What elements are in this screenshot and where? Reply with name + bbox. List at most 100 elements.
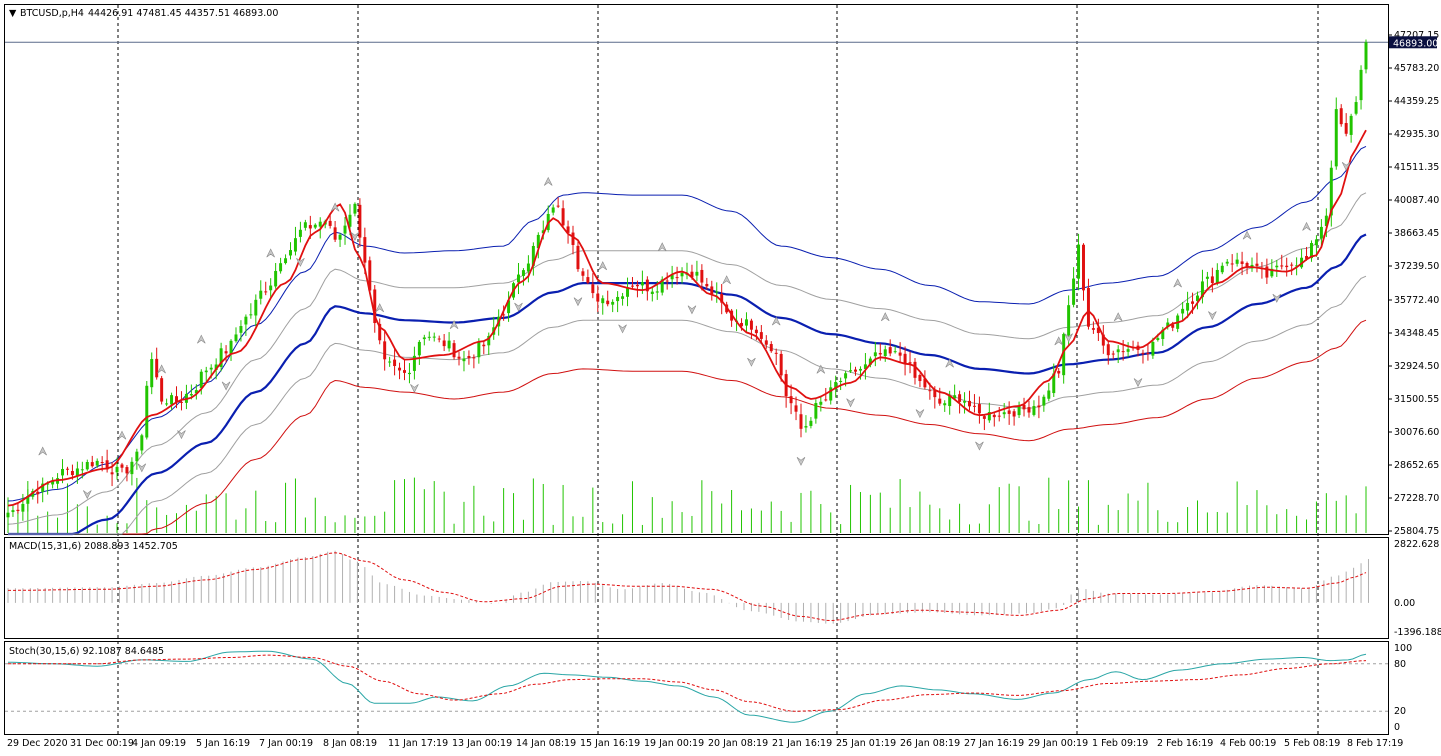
candle-body <box>234 334 238 342</box>
candle-body <box>269 285 273 291</box>
candle-body <box>427 336 431 338</box>
fractal-up-icon <box>657 242 667 252</box>
candle-body <box>130 461 134 475</box>
candle-body <box>259 290 263 299</box>
candle-body <box>744 319 748 326</box>
candle-body <box>953 395 957 399</box>
candle-body <box>611 301 615 305</box>
candle-body <box>219 348 223 367</box>
candle-body <box>1354 102 1358 114</box>
candle-body <box>640 282 644 286</box>
candle-body <box>715 291 719 293</box>
candle-body <box>264 291 268 293</box>
time-tick-label: 2 Feb 16:19 <box>1157 738 1213 749</box>
candle-body <box>1295 265 1299 267</box>
fractal-down-icon <box>410 384 419 393</box>
dropdown-arrow-icon[interactable]: ▼ <box>9 8 17 19</box>
stoch-main-line <box>7 650 1367 723</box>
candle-body <box>794 405 798 412</box>
candle-body <box>749 320 753 330</box>
candle-body <box>100 462 104 464</box>
candle-body <box>526 263 530 272</box>
candle-body <box>1057 370 1061 374</box>
candle-body <box>621 296 625 299</box>
candle-body <box>1205 276 1209 279</box>
fractal-down-icon <box>350 232 360 241</box>
price-axis: 47207.15 45783.20 44359.25 42935.30 41511.35… <box>1388 30 1439 537</box>
candle-body <box>368 260 372 291</box>
candle-body <box>824 399 828 401</box>
price-tick-label: 31500.55 <box>1394 394 1439 405</box>
macd-signal-line <box>8 552 1367 622</box>
candle-body <box>398 367 402 371</box>
time-tick-label: 29 Jan 00:19 <box>1028 738 1088 749</box>
candle-body <box>244 316 248 325</box>
candle-body <box>1324 215 1328 227</box>
time-tick-label: 26 Jan 08:19 <box>900 738 960 749</box>
candle-body <box>1364 42 1368 70</box>
stoch-panel-frame <box>4 641 1389 735</box>
fractal-down-icon <box>83 490 92 500</box>
candle-body <box>536 234 540 249</box>
candle-body <box>393 359 397 367</box>
candle-body <box>844 373 848 379</box>
price-tick-label: 45783.20 <box>1394 63 1439 74</box>
candle-body <box>1106 344 1110 356</box>
series-band-lower <box>8 319 1367 535</box>
time-tick-label: 5 Feb 08:19 <box>1284 738 1340 749</box>
candle-body <box>289 250 292 256</box>
candle-body <box>873 352 877 357</box>
candle-body <box>462 358 466 362</box>
candle-body <box>41 483 45 492</box>
candle-body <box>85 461 89 470</box>
envelope-bands <box>7 145 1367 536</box>
candle-body <box>779 353 783 376</box>
candle-body <box>1334 109 1338 167</box>
candle-body <box>948 395 952 407</box>
candle-body <box>1285 265 1289 268</box>
time-tick-label: 21 Jan 16:19 <box>772 738 832 749</box>
fractal-up-icon <box>449 320 459 330</box>
fractal-down-icon <box>1341 161 1351 171</box>
candle-body <box>70 471 74 476</box>
candle-body <box>1329 167 1333 216</box>
candle-body <box>591 284 595 294</box>
candle-body <box>388 361 392 363</box>
candle-body <box>333 227 337 240</box>
candle-body <box>596 293 600 302</box>
candle-body <box>670 274 674 280</box>
candle-body <box>1314 239 1318 246</box>
fractal-up-icon <box>1302 221 1311 231</box>
time-tick-label: 31 Dec 00:19 <box>70 738 134 749</box>
candle-body <box>566 226 570 233</box>
price-tick-label: 47207.15 <box>1394 30 1439 41</box>
current-price-tag <box>1389 36 1437 49</box>
candle-body <box>204 370 208 373</box>
candle-body <box>531 245 535 266</box>
candle-body <box>1240 261 1244 264</box>
candle-body <box>1210 276 1214 284</box>
candle-body <box>155 358 159 378</box>
candle-body <box>789 396 793 404</box>
candle-body <box>150 359 154 388</box>
time-tick-label: 8 Jan 08:19 <box>323 738 377 749</box>
candle-body <box>175 396 178 402</box>
candle-body <box>849 370 853 372</box>
candle-body <box>645 279 649 292</box>
price-tick-label: 37239.50 <box>1394 261 1439 272</box>
candle-body <box>665 280 669 282</box>
candle-body <box>1156 338 1160 340</box>
candle-body <box>1265 266 1269 278</box>
fractal-up-icon <box>157 364 166 374</box>
candle-body <box>1052 373 1056 394</box>
candle-body <box>963 401 967 403</box>
candle-body <box>982 416 986 419</box>
candle-body <box>358 204 362 238</box>
candle-body <box>1002 412 1006 415</box>
fractal-up-icon <box>722 275 731 285</box>
candle-body <box>769 344 773 352</box>
candle-body <box>1196 295 1199 302</box>
candle-body <box>417 341 421 356</box>
